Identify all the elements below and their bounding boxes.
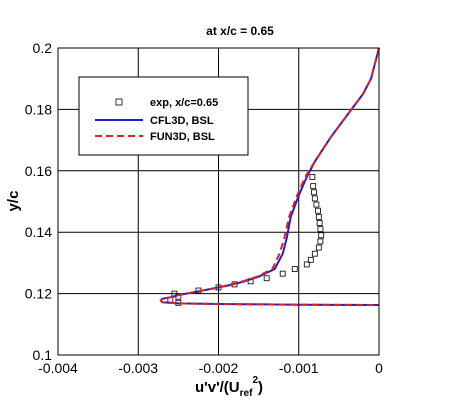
x-tick-label: -0.002 <box>199 360 239 376</box>
data-point <box>315 244 322 251</box>
data-point <box>316 220 323 226</box>
y-tick-label: 0.16 <box>25 163 52 179</box>
legend: exp, x/c=0.65 CFL3D, BSL FUN3D, BSL <box>78 76 249 156</box>
data-point <box>317 226 324 233</box>
x-axis-label-close: ) <box>258 379 263 396</box>
y-tick-label: 0.2 <box>33 40 53 56</box>
data-point <box>311 189 317 196</box>
y-tick-label: 0.12 <box>25 286 52 302</box>
x-axis-label-base: u'v'/(U <box>195 379 240 396</box>
y-axis-label: y/c <box>5 191 22 212</box>
data-point <box>311 195 318 202</box>
x-axis-label-sub: ref <box>240 388 253 399</box>
legend-marker <box>115 98 123 106</box>
data-point <box>317 238 324 245</box>
x-tick-label: -0.004 <box>38 360 78 376</box>
plot-frame <box>57 47 380 356</box>
data-point <box>291 266 298 272</box>
data-point <box>307 256 314 263</box>
x-axis-label-sup: 2 <box>252 375 258 386</box>
data-point <box>263 275 270 282</box>
tick-labels: -0.004 -0.003 -0.002 -0.001 0 0.1 0.12 0.14 0.16… <box>25 40 383 376</box>
legend-label: FUN3D, BSL <box>150 131 215 143</box>
y-tick-label: 0.14 <box>25 224 52 240</box>
data-point <box>309 174 316 180</box>
series-line-2 <box>159 47 380 306</box>
data-point <box>315 213 322 220</box>
data-point <box>315 207 321 214</box>
legend-label: CFL3D, BSL <box>150 115 214 127</box>
data-point <box>318 232 325 239</box>
legend-label: exp, x/c=0.65 <box>150 97 218 109</box>
x-tick-label: 0 <box>375 360 383 376</box>
legend-box <box>78 76 249 156</box>
y-tick-label: 0.18 <box>25 101 52 117</box>
data-point <box>311 250 318 257</box>
data-point <box>303 261 310 268</box>
data-point <box>279 270 286 277</box>
chart-title: at x/c = 0.65 <box>206 24 274 38</box>
y-tick-label: 0.1 <box>33 347 53 363</box>
x-axis-label: u'v'/(Uref 2) <box>195 375 263 399</box>
x-tick-label: -0.001 <box>279 360 319 376</box>
plot-area <box>159 47 380 306</box>
x-tick-label: -0.003 <box>118 360 158 376</box>
data-point <box>313 201 320 208</box>
data-point <box>310 183 317 190</box>
